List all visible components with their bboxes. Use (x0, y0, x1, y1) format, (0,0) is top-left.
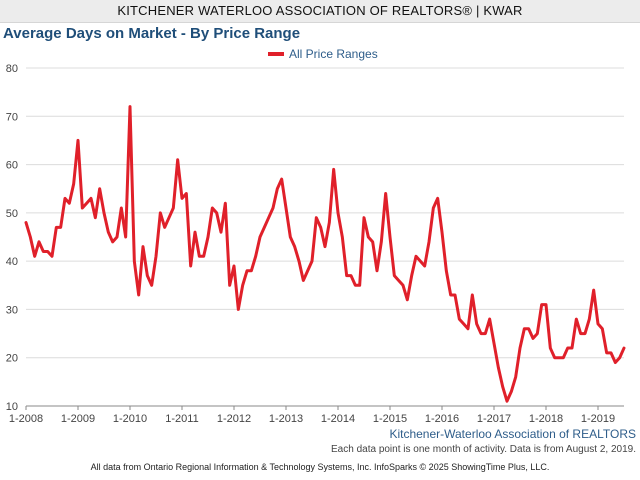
footer-credit: All data from Ontario Regional Informati… (90, 462, 550, 472)
x-tick-label: 1-2014 (321, 413, 355, 425)
x-tick-label: 1-2012 (217, 413, 251, 425)
y-tick-label: 40 (6, 256, 18, 268)
header-bar: KITCHENER WATERLOO ASSOCIATION OF REALTO… (0, 0, 640, 23)
y-tick-label: 70 (6, 111, 18, 123)
x-tick-label: 1-2016 (425, 413, 459, 425)
header-text: KITCHENER WATERLOO ASSOCIATION OF REALTO… (117, 3, 523, 18)
x-tick-label: 1-2019 (581, 413, 615, 425)
x-tick-label: 1-2008 (9, 413, 43, 425)
x-tick-label: 1-2011 (165, 413, 198, 425)
x-tick-label: 1-2010 (113, 413, 147, 425)
y-tick-label: 10 (6, 401, 18, 413)
series-group (24, 105, 626, 403)
data-note: Each data point is one month of activity… (331, 444, 636, 455)
y-tick-label: 30 (6, 304, 18, 316)
axes: 10 20 30 40 50 60 70 80 1-2008 1-2009 1-2010 1-2011… (6, 63, 624, 425)
legend-label: All Price Ranges (289, 47, 378, 61)
y-tick-label: 50 (6, 208, 18, 220)
y-tick-label: 60 (6, 160, 18, 172)
x-tick-label: 1-2009 (61, 413, 95, 425)
brand-label: Kitchener-Waterloo Association of REALTO… (389, 427, 636, 441)
legend: All Price Ranges (268, 47, 378, 61)
x-tick-label: 1-2015 (373, 413, 407, 425)
y-tick-label: 80 (6, 63, 18, 75)
y-tick-label: 20 (6, 353, 18, 365)
series-line-all-price-ranges (24, 105, 626, 403)
chart-title: Average Days on Market - By Price Range (3, 25, 301, 42)
x-tick-label: 1-2017 (477, 413, 511, 425)
x-tick-label: 1-2018 (529, 413, 563, 425)
x-tick-label: 1-2013 (269, 413, 303, 425)
